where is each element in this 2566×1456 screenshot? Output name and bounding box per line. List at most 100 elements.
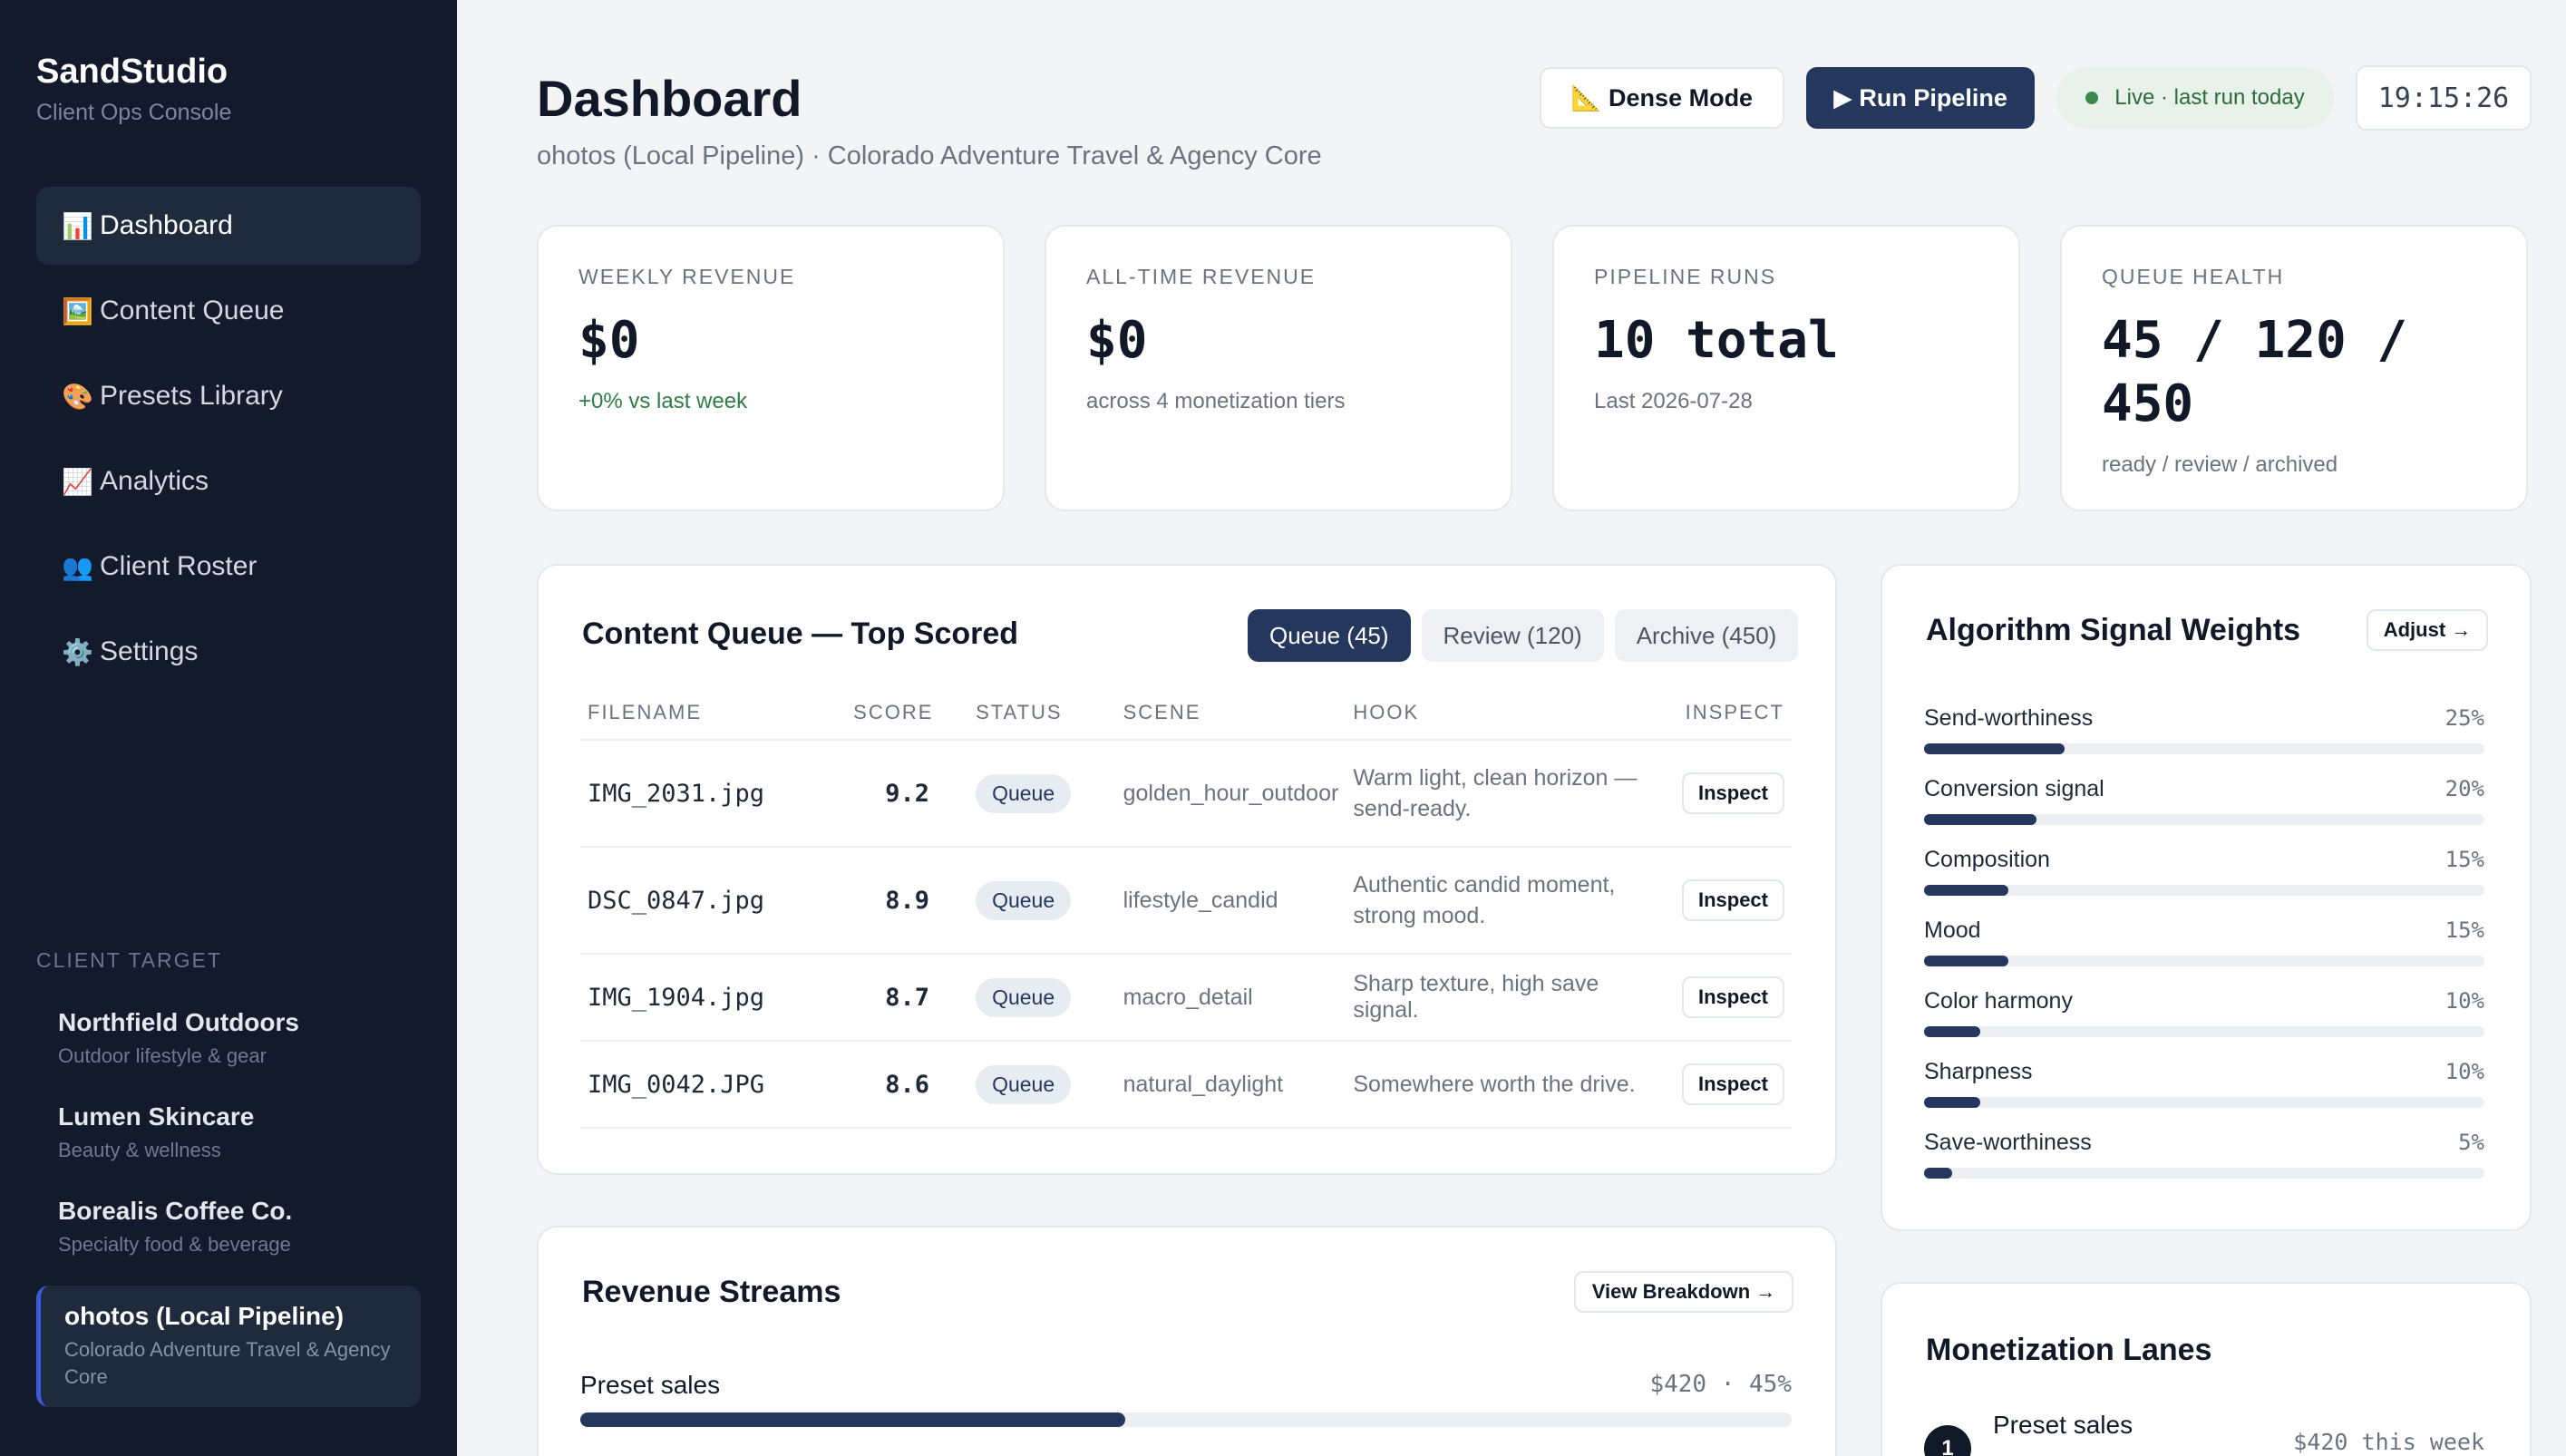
- weight-value: 10%: [2445, 988, 2484, 1014]
- revenue-stream-row: Preset sales $420 · 45%: [580, 1371, 1792, 1427]
- inspect-button[interactable]: Inspect: [1681, 879, 1784, 921]
- adjust-button[interactable]: Adjust →: [2367, 609, 2488, 651]
- hook-cell: Somewhere worth the drive.: [1346, 1041, 1675, 1129]
- weight-value: 10%: [2445, 1059, 2484, 1084]
- column-header: SCENE: [1115, 685, 1346, 741]
- table-row[interactable]: IMG_1904.jpg 8.7 Queue macro_detail Shar…: [580, 954, 1792, 1042]
- weight-bar-fill: [1924, 814, 2036, 825]
- nav-label: Settings: [100, 636, 199, 666]
- stream-bar-fill: [580, 1412, 1126, 1427]
- status-badge: Queue: [976, 880, 1072, 920]
- weight-value: 15%: [2445, 917, 2484, 943]
- stream-name: Preset sales: [580, 1371, 721, 1399]
- run-pipeline-button[interactable]: ▶ Run Pipeline: [1806, 67, 2035, 129]
- weight-row: Send-worthiness 25%: [1924, 705, 2484, 776]
- nav-item-presets-library[interactable]: 🎨 Presets Library: [36, 357, 421, 435]
- scene-cell: natural_daylight: [1115, 1041, 1346, 1129]
- image-icon: 🖼️: [62, 296, 93, 325]
- table-row[interactable]: IMG_2031.jpg 9.2 Queue golden_hour_outdo…: [580, 740, 1792, 848]
- queue-tabs: Queue (45) Review (120) Archive (450): [1248, 609, 1809, 662]
- client-item[interactable]: Borealis Coffee Co. Specialty food & bev…: [36, 1191, 421, 1275]
- tab-archive[interactable]: Archive (450): [1614, 609, 1799, 662]
- lane-number: 1: [1924, 1425, 1971, 1456]
- client-desc: Outdoor lifestyle & gear: [58, 1044, 267, 1067]
- inspect-cell: Inspect: [1674, 847, 1792, 955]
- weight-name: Conversion signal: [1924, 776, 2104, 801]
- dense-mode-button[interactable]: 📐 Dense Mode: [1540, 67, 1784, 129]
- status-cell: Queue: [968, 1041, 1116, 1129]
- nav-label: Client Roster: [100, 551, 258, 581]
- weight-bar-track: [1924, 1026, 2484, 1037]
- page-title: Dashboard: [537, 70, 802, 127]
- hook-cell: Sharp texture, high save signal.: [1346, 954, 1675, 1042]
- nav-item-dashboard[interactable]: 📊 Dashboard: [36, 187, 421, 265]
- status-badge: Queue: [976, 977, 1072, 1017]
- weight-bar-fill: [1924, 1097, 1980, 1108]
- weight-bar-track: [1924, 885, 2484, 896]
- score-cell: 8.9: [846, 847, 969, 955]
- kpi-sub: ready / review / archived: [2102, 452, 2338, 477]
- lane-value: $420 this week: [2293, 1429, 2484, 1455]
- kpi-queue-health: QUEUE HEALTH 45 / 120 / 450 ready / revi…: [2060, 225, 2528, 511]
- panel-title: Algorithm Signal Weights: [1926, 613, 2301, 647]
- nav-item-settings[interactable]: ⚙️ Settings: [36, 613, 421, 691]
- content-queue-panel: Content Queue — Top Scored Queue (45) Re…: [537, 564, 1837, 1175]
- client-target-label: CLIENT TARGET: [36, 948, 222, 972]
- client-item[interactable]: Lumen Skincare Beauty & wellness: [36, 1097, 421, 1180]
- client-name: Lumen Skincare: [58, 1102, 255, 1131]
- kpi-sub: across 4 monetization tiers: [1086, 389, 1346, 413]
- client-list: Northfield Outdoors Outdoor lifestyle & …: [36, 1003, 421, 1418]
- inspect-button[interactable]: Inspect: [1681, 772, 1784, 814]
- weight-bar-fill: [1924, 1168, 1952, 1179]
- weight-row: Conversion signal 20%: [1924, 776, 2484, 847]
- weight-name: Mood: [1924, 917, 1981, 943]
- table-row[interactable]: IMG_0042.JPG 8.6 Queue natural_daylight …: [580, 1041, 1792, 1129]
- inspect-button[interactable]: Inspect: [1681, 976, 1784, 1018]
- client-item-active[interactable]: ohotos (Local Pipeline) Colorado Adventu…: [36, 1286, 421, 1407]
- inspect-button[interactable]: Inspect: [1681, 1063, 1784, 1105]
- tab-review[interactable]: Review (120): [1421, 609, 1604, 662]
- weight-value: 15%: [2445, 847, 2484, 872]
- filename-cell: IMG_2031.jpg: [580, 740, 847, 848]
- status-cell: Queue: [968, 954, 1116, 1042]
- tab-queue[interactable]: Queue (45): [1248, 609, 1411, 662]
- kpi-all-time-revenue: ALL-TIME REVENUE $0 across 4 monetizatio…: [1045, 225, 1512, 511]
- column-header: FILENAME: [580, 685, 847, 741]
- inspect-cell: Inspect: [1674, 1041, 1792, 1129]
- nav-item-client-roster[interactable]: 👥 Client Roster: [36, 528, 421, 606]
- queue-table: FILENAME SCORE STATUS SCENE HOOK INSPECT…: [580, 685, 1792, 1129]
- column-header: SCORE: [846, 685, 969, 741]
- palette-icon: 🎨: [62, 382, 93, 411]
- nav-label: Analytics: [100, 466, 209, 496]
- weight-row: Color harmony 10%: [1924, 988, 2484, 1059]
- scene-cell: lifestyle_candid: [1115, 847, 1346, 955]
- kpi-value: $0: [578, 311, 640, 370]
- lane-name: Preset sales: [1993, 1411, 2133, 1439]
- nav-label: Dashboard: [100, 210, 233, 240]
- weights-list: Send-worthiness 25% Conversion signal 20% Co…: [1924, 705, 2484, 1200]
- weight-name: Color harmony: [1924, 988, 2073, 1014]
- brand-subtitle: Client Ops Console: [36, 100, 232, 125]
- status-badge: Queue: [976, 1064, 1072, 1104]
- client-desc: Specialty food & beverage: [58, 1233, 291, 1256]
- filename-cell: DSC_0847.jpg: [580, 847, 847, 955]
- weight-bar-fill: [1924, 885, 2008, 896]
- filename-cell: IMG_1904.jpg: [580, 954, 847, 1042]
- nav-label: Content Queue: [100, 296, 285, 325]
- weight-bar-track: [1924, 743, 2484, 754]
- nav-item-analytics[interactable]: 📈 Analytics: [36, 442, 421, 520]
- table-row[interactable]: DSC_0847.jpg 8.9 Queue lifestyle_candid …: [580, 847, 1792, 955]
- hook-cell: Authentic candid moment, strong mood.: [1346, 847, 1675, 955]
- monetization-lanes-panel: Monetization Lanes 1 Preset sales $420 t…: [1881, 1282, 2532, 1456]
- kpi-weekly-revenue: WEEKLY REVENUE $0 +0% vs last week: [537, 225, 1005, 511]
- client-item[interactable]: Northfield Outdoors Outdoor lifestyle & …: [36, 1003, 421, 1086]
- weight-bar-track: [1924, 1168, 2484, 1179]
- inspect-cell: Inspect: [1674, 740, 1792, 848]
- users-icon: 👥: [62, 552, 93, 581]
- stream-bar-track: [580, 1412, 1792, 1427]
- view-breakdown-button[interactable]: View Breakdown →: [1574, 1271, 1793, 1313]
- revenue-streams-panel: Revenue Streams View Breakdown → Preset …: [537, 1226, 1837, 1456]
- client-name: ohotos (Local Pipeline): [64, 1302, 345, 1330]
- signal-weights-panel: Algorithm Signal Weights Adjust → Send-w…: [1881, 564, 2532, 1231]
- nav-item-content-queue[interactable]: 🖼️ Content Queue: [36, 272, 421, 350]
